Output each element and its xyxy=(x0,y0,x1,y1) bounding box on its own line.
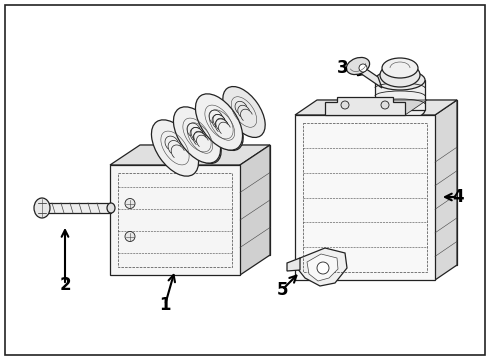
Ellipse shape xyxy=(375,70,425,90)
Ellipse shape xyxy=(201,99,243,150)
Ellipse shape xyxy=(381,101,389,109)
Text: 3: 3 xyxy=(337,59,349,77)
Polygon shape xyxy=(435,100,457,280)
Ellipse shape xyxy=(382,58,418,78)
Polygon shape xyxy=(240,145,270,275)
Ellipse shape xyxy=(341,101,349,109)
Polygon shape xyxy=(295,115,435,280)
Polygon shape xyxy=(140,145,270,255)
Polygon shape xyxy=(287,258,300,271)
Polygon shape xyxy=(325,100,427,115)
Ellipse shape xyxy=(125,198,135,208)
Polygon shape xyxy=(356,62,382,88)
Polygon shape xyxy=(295,100,457,115)
Ellipse shape xyxy=(34,198,50,218)
Text: 1: 1 xyxy=(159,296,171,314)
Text: 5: 5 xyxy=(276,281,288,299)
Polygon shape xyxy=(307,254,338,281)
Ellipse shape xyxy=(346,58,369,75)
Polygon shape xyxy=(325,97,405,115)
Ellipse shape xyxy=(173,107,220,163)
Ellipse shape xyxy=(107,203,115,213)
Text: 4: 4 xyxy=(452,188,464,206)
Polygon shape xyxy=(317,100,457,265)
Ellipse shape xyxy=(380,63,420,87)
Ellipse shape xyxy=(151,120,198,176)
Polygon shape xyxy=(110,165,240,275)
Ellipse shape xyxy=(359,64,367,72)
Polygon shape xyxy=(297,248,347,286)
Ellipse shape xyxy=(375,100,425,120)
Ellipse shape xyxy=(196,94,243,150)
Ellipse shape xyxy=(317,262,329,274)
Ellipse shape xyxy=(223,86,265,138)
Polygon shape xyxy=(46,203,111,213)
Polygon shape xyxy=(375,80,425,110)
Text: 2: 2 xyxy=(59,276,71,294)
Ellipse shape xyxy=(125,231,135,242)
Polygon shape xyxy=(110,145,270,165)
Ellipse shape xyxy=(179,113,221,163)
